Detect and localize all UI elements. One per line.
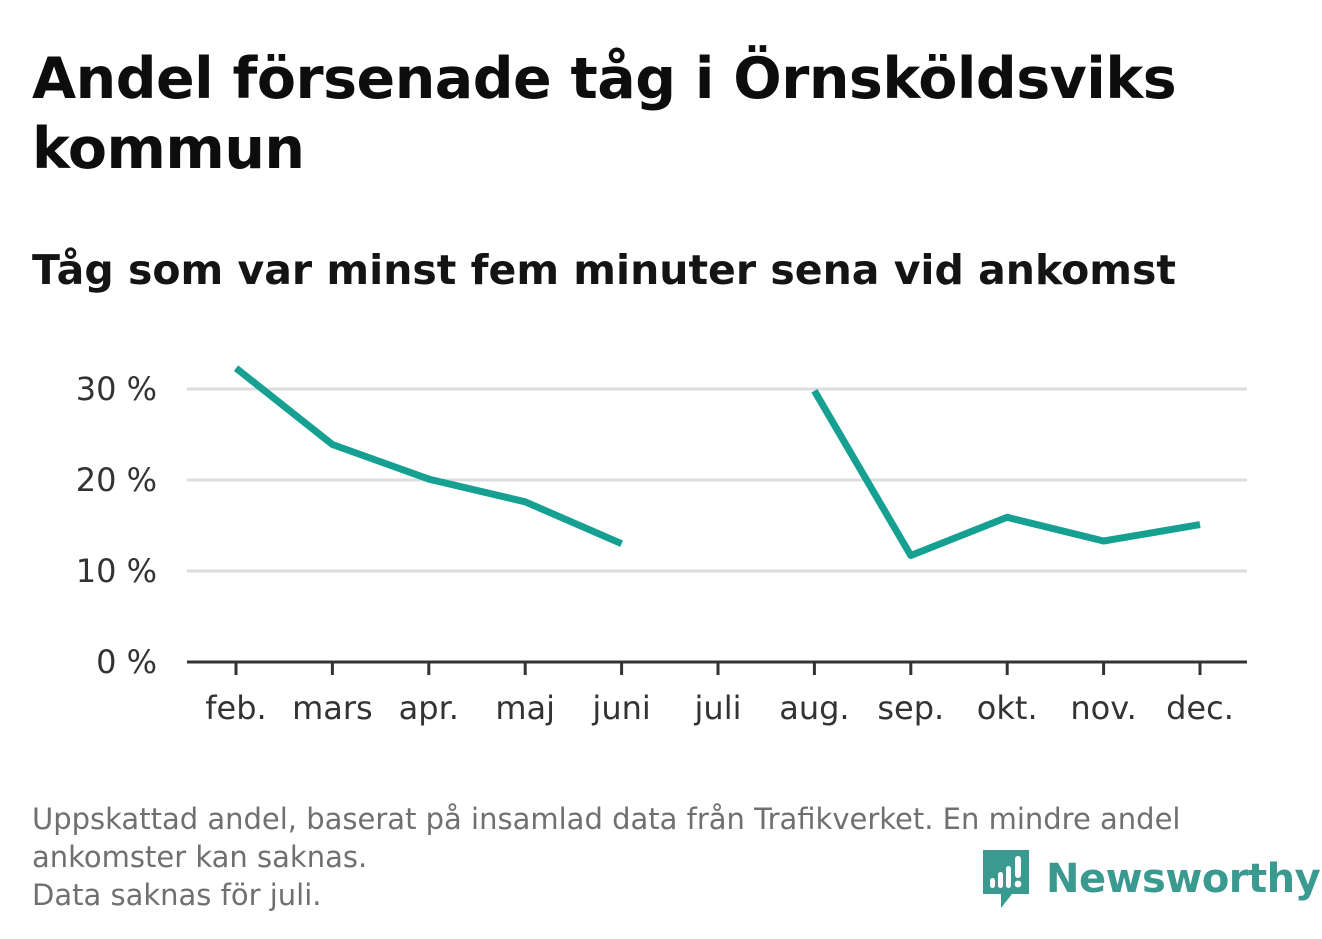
footnote-missing-data: Data saknas för juli. (32, 878, 322, 912)
x-tick-label: nov. (1070, 689, 1136, 727)
y-axis-ticks: 0 % 10 % 20 % 30 % (76, 370, 157, 681)
brand-logo: Newsworthy (980, 846, 1321, 912)
x-tick-label: mars (292, 689, 373, 727)
y-tick-label: 0 % (96, 643, 157, 681)
line-chart: 0 % 10 % 20 % 30 % feb. mars apr. maj juni juli a… (76, 365, 1247, 727)
series-line (233, 365, 623, 547)
x-tick-label: juni (591, 689, 650, 727)
y-tick-label: 20 % (76, 461, 157, 499)
y-tick-label: 30 % (76, 370, 157, 408)
chart-subtitle: Tåg som var minst fem minuter sena vid a… (32, 246, 1177, 294)
y-tick-label: 10 % (76, 552, 157, 590)
chart-title: Andel försenade tåg i Örnsköldsviks komm… (32, 46, 1177, 182)
series-lines (233, 365, 1201, 559)
x-tick-label: juli (694, 689, 742, 727)
x-tick-label: maj (495, 689, 555, 727)
brand-name: Newsworthy (1046, 856, 1321, 902)
footnote-source: Uppskattad andel, baserat på insamlad da… (32, 802, 1181, 874)
series-line (811, 389, 1201, 559)
x-tick-label: apr. (399, 689, 459, 727)
footnote: Uppskattad andel, baserat på insamlad da… (32, 800, 1282, 914)
newsworthy-logo-icon (983, 850, 1029, 908)
x-tick-label: sep. (877, 689, 944, 727)
x-tick-label: dec. (1166, 689, 1234, 727)
x-tick-label: feb. (205, 689, 266, 727)
x-tick-label: aug. (779, 689, 849, 727)
x-axis-ticks: feb. mars apr. maj juni juli aug. sep. okt. nov. d… (205, 662, 1234, 727)
grid-lines (187, 387, 1247, 573)
x-tick-label: okt. (977, 689, 1038, 727)
